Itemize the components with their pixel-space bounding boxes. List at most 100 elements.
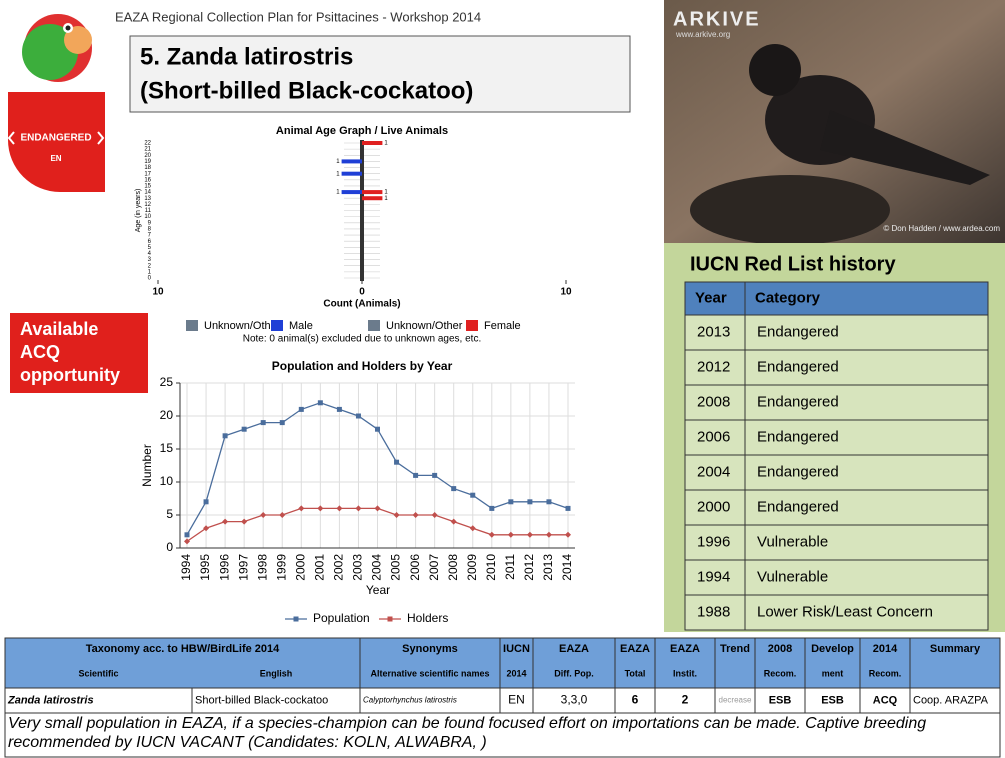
point xyxy=(204,499,209,504)
table-cell: 2008 xyxy=(697,393,730,410)
x-tick-label: 2005 xyxy=(389,554,403,581)
header-cell: EAZA xyxy=(670,643,700,655)
table-cell: 1996 xyxy=(697,533,730,550)
point xyxy=(318,400,323,405)
y-tick-label: 13 xyxy=(144,196,151,202)
y-tick-label: 25 xyxy=(160,375,174,389)
bar xyxy=(362,190,382,194)
photo-credit: © Don Hadden / www.ardea.com xyxy=(883,224,1000,233)
header-cell: EAZA xyxy=(559,643,589,655)
table-cell: Endangered xyxy=(757,323,839,340)
y-tick-label: 18 xyxy=(144,165,151,171)
y-tick-label: 10 xyxy=(160,474,174,488)
point xyxy=(451,486,456,491)
slide: EAZA Regional Collection Plan for Psitta… xyxy=(0,0,1005,758)
header-cell: Trend xyxy=(720,643,750,655)
table-cell: Endangered xyxy=(757,498,839,515)
y-tick-label: 5 xyxy=(166,507,173,521)
legend-swatch xyxy=(186,320,198,331)
table-cell: 2000 xyxy=(697,498,730,515)
header-cell: 2014 xyxy=(873,643,898,655)
header-cell: Alternative scientific names xyxy=(370,668,489,678)
photo-brand: ARKIVE xyxy=(673,8,761,30)
table-row xyxy=(685,525,988,560)
y-tick-label: 11 xyxy=(145,208,152,214)
x-tick-label: 1996 xyxy=(217,554,231,581)
x-tick-label: 2003 xyxy=(351,554,365,581)
header-cell: Recom. xyxy=(869,668,902,678)
point xyxy=(356,414,361,419)
x-tick-label: 1997 xyxy=(236,554,250,581)
y-tick-label: 21 xyxy=(144,147,151,153)
header-text: EAZA Regional Collection Plan for Psitta… xyxy=(115,9,481,24)
point xyxy=(242,427,247,432)
table-cell: Short-billed Black-cockatoo xyxy=(195,694,328,706)
header-cell: Taxonomy acc. to HBW/BirdLife 2014 xyxy=(86,643,280,655)
point xyxy=(223,433,228,438)
point xyxy=(413,473,418,478)
y-tick-label: 14 xyxy=(144,190,151,196)
header-cell: ment xyxy=(822,668,844,678)
header-cell: Summary xyxy=(930,643,981,655)
table-cell: Vulnerable xyxy=(757,568,828,585)
x-tick-label: 1999 xyxy=(274,554,288,581)
note-text: Very small population in EAZA, if a spec… xyxy=(8,714,998,752)
table-cell: Endangered xyxy=(757,393,839,410)
point xyxy=(337,407,342,412)
y-tick-label: 17 xyxy=(144,171,151,177)
table-cell: 2006 xyxy=(697,428,730,445)
table-cell: 2013 xyxy=(697,323,730,340)
table-cell: Endangered xyxy=(757,463,839,480)
table-cell: Vulnerable xyxy=(757,533,828,550)
bar xyxy=(342,159,362,163)
header-cell: Synonyms xyxy=(402,643,458,655)
x-tick-label: 1995 xyxy=(198,554,212,581)
header-cell: IUCN xyxy=(503,643,530,655)
point xyxy=(299,407,304,412)
y-tick-label: 16 xyxy=(144,177,151,183)
x-axis-label: Year xyxy=(366,583,390,597)
x-tick-label: 2009 xyxy=(465,554,479,581)
table-cell: Zanda latirostris xyxy=(7,694,94,706)
y-axis-label: Number xyxy=(140,444,154,487)
legend-label: Holders xyxy=(407,611,448,625)
table-header xyxy=(685,282,988,315)
table-cell: 1994 xyxy=(697,568,730,585)
point xyxy=(546,499,551,504)
header-cell: EAZA xyxy=(620,643,650,655)
point xyxy=(185,532,190,537)
table-cell: Calyptorhynchus latirostris xyxy=(363,696,457,705)
table-cell: 3,3,0 xyxy=(561,693,588,707)
table-cell: 6 xyxy=(632,693,639,707)
x-tick-label: 10 xyxy=(152,287,164,298)
x-tick-label: 2014 xyxy=(560,554,574,581)
slide-title: (Short-billed Black-cockatoo) xyxy=(140,77,473,104)
table-cell: Endangered xyxy=(757,428,839,445)
point xyxy=(261,420,266,425)
y-tick-label: 15 xyxy=(160,441,174,455)
point xyxy=(280,420,285,425)
bar xyxy=(342,190,362,194)
legend-swatch xyxy=(368,320,380,331)
legend-label: Female xyxy=(484,320,521,332)
table-cell: 2012 xyxy=(697,358,730,375)
status-label: ENDANGERED xyxy=(20,133,91,144)
table-row xyxy=(685,560,988,595)
column-header: Year xyxy=(695,289,727,306)
status-code: EN xyxy=(50,154,61,163)
legend-swatch xyxy=(466,320,478,331)
header-cell: Recom. xyxy=(764,668,797,678)
legend-marker xyxy=(294,617,299,622)
x-tick-label: 2013 xyxy=(541,554,555,581)
x-tick-label: 10 xyxy=(560,287,572,298)
point xyxy=(394,460,399,465)
x-tick-label: 2002 xyxy=(332,554,346,581)
y-tick-label: 0 xyxy=(166,540,173,554)
point xyxy=(489,506,494,511)
x-tick-label: 0 xyxy=(359,287,365,298)
x-tick-label: 2001 xyxy=(313,554,327,581)
table-cell: 2 xyxy=(682,693,689,707)
table-cell: Coop. ARAZPA xyxy=(913,694,989,706)
x-tick-label: 2012 xyxy=(522,554,536,581)
x-tick-label: 2008 xyxy=(446,554,460,581)
